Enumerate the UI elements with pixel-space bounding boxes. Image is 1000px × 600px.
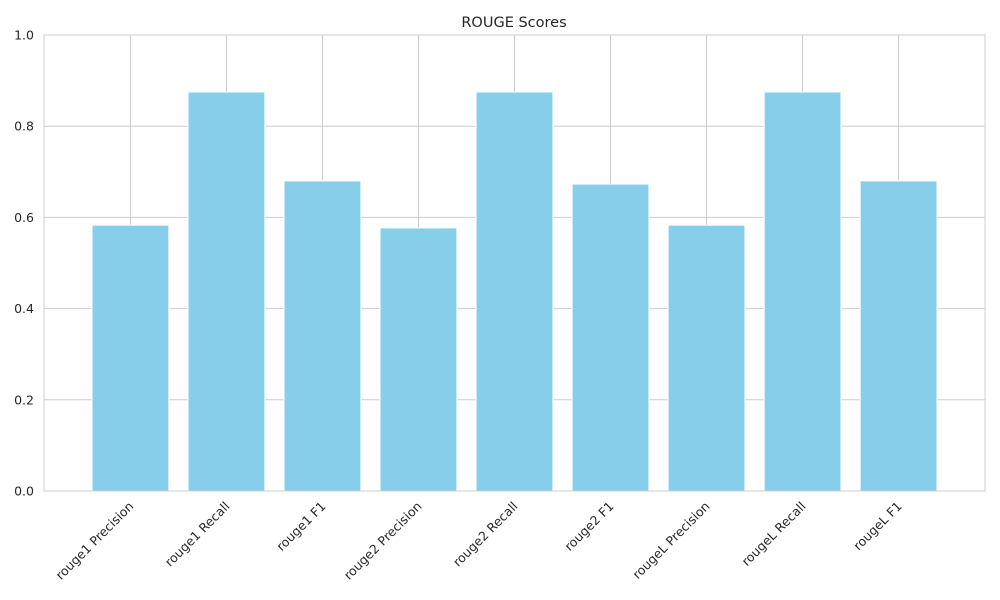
bar-rouge1-recall <box>187 91 266 492</box>
y-tick-label: 0.8 <box>14 119 34 134</box>
y-tick-label: 0.0 <box>14 484 34 499</box>
bar-rouge2-precision <box>379 227 458 492</box>
y-tick-label: 0.2 <box>14 392 34 407</box>
bar-rougel-f1 <box>859 180 938 492</box>
bar-rouge2-f1 <box>571 183 650 492</box>
bar-rougel-precision <box>667 224 746 492</box>
y-tick-label: 1.0 <box>14 28 34 43</box>
bars <box>91 91 938 492</box>
y-axis-tick-labels: 0.0 0.2 0.4 0.6 0.8 1.0 <box>14 28 34 499</box>
bar-rouge2-recall <box>475 91 554 492</box>
y-tick-label: 0.4 <box>14 301 34 316</box>
y-tick-label: 0.6 <box>14 210 34 225</box>
plot-frame <box>43 34 986 492</box>
bar-rouge1-f1 <box>283 180 362 492</box>
bar-rouge1-precision <box>91 224 170 492</box>
chart-title: ROUGE Scores <box>461 15 566 31</box>
bar-rougel-recall <box>763 91 842 492</box>
